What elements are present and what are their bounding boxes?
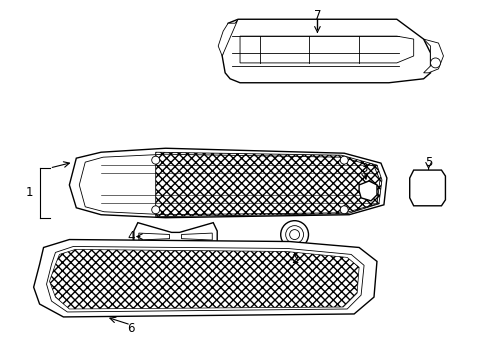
Polygon shape — [218, 19, 238, 56]
Circle shape — [289, 230, 299, 239]
Circle shape — [340, 206, 347, 214]
Ellipse shape — [122, 203, 139, 211]
Polygon shape — [139, 233, 169, 240]
Text: 3: 3 — [360, 162, 367, 175]
Text: 7: 7 — [313, 9, 321, 22]
Polygon shape — [134, 223, 217, 251]
Ellipse shape — [122, 183, 140, 193]
Circle shape — [151, 206, 160, 214]
Ellipse shape — [122, 165, 140, 175]
Circle shape — [285, 226, 303, 243]
Polygon shape — [155, 152, 381, 217]
Polygon shape — [181, 233, 212, 240]
Polygon shape — [358, 181, 376, 201]
Circle shape — [340, 156, 347, 164]
Polygon shape — [69, 148, 386, 218]
Text: 1: 1 — [26, 186, 33, 199]
Polygon shape — [34, 239, 376, 317]
Polygon shape — [49, 249, 358, 309]
Text: 6: 6 — [127, 322, 134, 336]
Polygon shape — [222, 19, 429, 83]
Ellipse shape — [100, 204, 112, 211]
Circle shape — [365, 181, 372, 189]
Text: 2: 2 — [290, 253, 298, 266]
Polygon shape — [423, 39, 443, 73]
Text: 5: 5 — [424, 156, 431, 168]
Circle shape — [429, 58, 440, 68]
Ellipse shape — [99, 188, 113, 196]
Polygon shape — [409, 170, 445, 206]
Circle shape — [151, 156, 160, 164]
Circle shape — [280, 221, 308, 248]
Ellipse shape — [99, 171, 113, 180]
Text: 4: 4 — [127, 230, 134, 243]
Ellipse shape — [421, 181, 435, 199]
Polygon shape — [46, 247, 364, 312]
